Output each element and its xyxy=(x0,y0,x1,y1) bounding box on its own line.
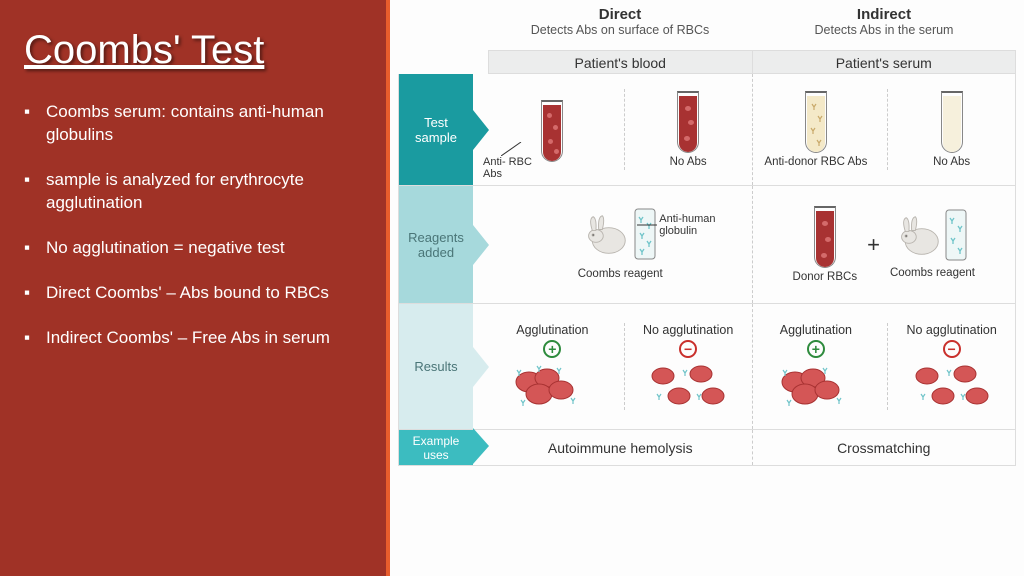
sub-header-right: Patient's serum xyxy=(753,51,1016,73)
bullet-list: Coombs serum: contains anti-human globul… xyxy=(24,101,362,350)
rabbit-icon xyxy=(896,214,942,258)
result-col: No agglutination − xyxy=(624,323,752,409)
bullet-item: Indirect Coombs' – Free Abs in serum xyxy=(24,327,362,350)
rabbit-icon xyxy=(583,213,629,257)
diagram-panel: Direct Detects Abs on surface of RBCs In… xyxy=(390,0,1024,576)
test-tube-icon xyxy=(814,206,836,268)
test-tube-icon xyxy=(805,91,827,153)
row-uses: Example uses Autoimmune hemolysis Crossm… xyxy=(398,430,1016,466)
pointer-label: Anti- RBC Abs xyxy=(483,156,553,180)
arrow-icon xyxy=(473,225,489,265)
arrow-icon xyxy=(473,347,489,387)
antibody-tube-icon xyxy=(944,208,968,264)
test-tube-icon xyxy=(677,91,699,153)
reagent-caption: Coombs reagent xyxy=(890,267,975,280)
reagent-caption: Donor RBCs xyxy=(793,271,858,284)
direct-subtitle: Detects Abs on surface of RBCs xyxy=(488,23,752,37)
direct-header: Direct Detects Abs on surface of RBCs xyxy=(488,6,752,50)
indirect-title: Indirect xyxy=(752,6,1016,23)
arrow-icon xyxy=(473,110,489,150)
bullet-item: Direct Coombs' – Abs bound to RBCs xyxy=(24,282,362,305)
bullet-item: sample is analyzed for erythrocyte agglu… xyxy=(24,169,362,215)
page-title: Coombs' Test xyxy=(24,28,362,73)
dispersed-cells-icon xyxy=(907,360,997,410)
dispersed-cells-icon xyxy=(643,360,733,410)
reagent-caption: Coombs reagent xyxy=(578,268,663,281)
sub-header-left: Patient's blood xyxy=(489,51,753,73)
agglutinated-cells-icon xyxy=(771,360,861,410)
result-label: No agglutination xyxy=(643,323,733,337)
tube-caption: Anti-donor RBC Abs xyxy=(764,156,867,169)
row-reagents: Reagents added xyxy=(398,186,1016,304)
positive-icon: + xyxy=(807,340,825,358)
bullet-item: No agglutination = negative test xyxy=(24,237,362,260)
row-label-test-sample: Test sample xyxy=(399,74,473,185)
result-col: No agglutination − xyxy=(887,323,1015,409)
row-results: Results Agglutination + xyxy=(398,304,1016,430)
row-test-sample: Test sample Anti- RBC A xyxy=(398,74,1016,186)
test-tube-icon xyxy=(541,100,563,162)
positive-icon: + xyxy=(543,340,561,358)
use-label: Crossmatching xyxy=(837,440,930,456)
indirect-subtitle: Detects Abs in the serum xyxy=(752,23,1016,37)
result-label: Agglutination xyxy=(780,323,852,337)
test-tube-icon xyxy=(941,91,963,153)
column-headers: Direct Detects Abs on surface of RBCs In… xyxy=(488,6,1016,50)
row-label-reagents: Reagents added xyxy=(399,186,473,303)
use-label: Autoimmune hemolysis xyxy=(548,440,693,456)
sub-headers: Patient's blood Patient's serum xyxy=(488,50,1016,74)
agglutinated-cells-icon xyxy=(507,360,597,410)
result-label: Agglutination xyxy=(516,323,588,337)
row-label-uses: Example uses xyxy=(399,430,473,465)
negative-icon: − xyxy=(943,340,961,358)
result-col: Agglutination + xyxy=(753,323,880,409)
left-panel: Coombs' Test Coombs serum: contains anti… xyxy=(0,0,386,576)
plus-icon: + xyxy=(867,232,880,258)
negative-icon: − xyxy=(679,340,697,358)
pointer-label: Anti-human globulin xyxy=(659,213,749,237)
indirect-header: Indirect Detects Abs in the serum xyxy=(752,6,1016,50)
tube-caption: No Abs xyxy=(933,156,970,169)
tube-caption: No Abs xyxy=(670,156,707,169)
direct-title: Direct xyxy=(488,6,752,23)
arrow-icon xyxy=(473,428,489,464)
row-label-results: Results xyxy=(399,304,473,429)
bullet-item: Coombs serum: contains anti-human globul… xyxy=(24,101,362,147)
result-col: Agglutination + xyxy=(489,323,616,409)
result-label: No agglutination xyxy=(906,323,996,337)
antibody-tube-icon xyxy=(633,207,657,263)
